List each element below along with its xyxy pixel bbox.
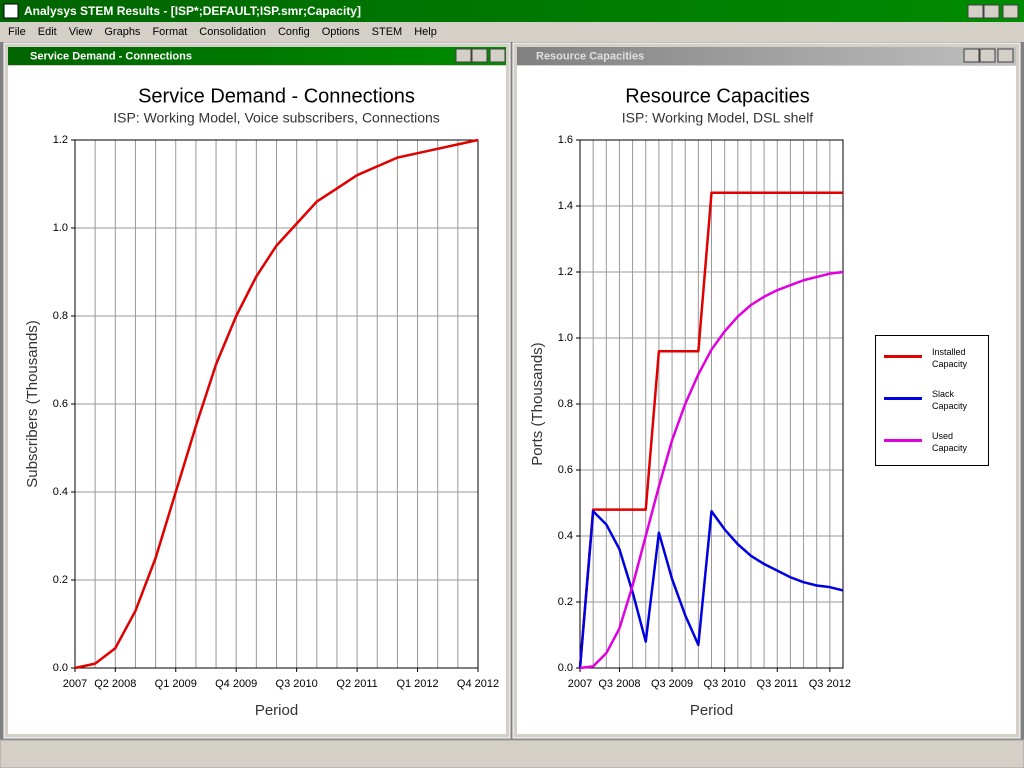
app-icon — [3, 3, 19, 19]
maximize-button[interactable] — [983, 4, 1000, 19]
menu-item[interactable]: Options — [322, 26, 360, 38]
menu-item[interactable]: Help — [414, 26, 437, 38]
x-tick-label: Q3 2011 — [757, 678, 798, 690]
y-tick-label: 1.2 — [558, 266, 573, 278]
close-button[interactable] — [489, 48, 506, 63]
x-tick-label: 2007 — [568, 678, 592, 690]
y-tick-label: 0.4 — [53, 486, 68, 498]
legend-label: Installed Capacity — [932, 347, 968, 369]
y-tick-label: 0.6 — [53, 398, 68, 410]
y-axis-label: Ports (Thousands) — [529, 342, 546, 465]
x-tick-label: Q2 2011 — [336, 678, 377, 690]
close-button[interactable] — [997, 48, 1014, 63]
x-tick-label: Q3 2009 — [651, 678, 693, 690]
x-axis-label: Period — [690, 702, 733, 719]
child-title-bar[interactable] — [517, 47, 1016, 65]
menu-bar: File Edit View Graphs Format Consolidation Con… — [8, 26, 437, 38]
y-tick-label: 0.8 — [53, 310, 68, 322]
line-series — [74, 138, 479, 670]
x-tick-label: Q4 2009 — [215, 678, 257, 690]
menu-item[interactable]: Consolidation — [199, 26, 266, 38]
line-series — [579, 270, 844, 670]
menu-item[interactable]: View — [69, 26, 93, 38]
child-buttons[interactable] — [455, 48, 1014, 63]
title-bar — [0, 0, 1024, 22]
legend-swatch — [884, 439, 922, 442]
x-tick-label: Q4 2012 — [457, 678, 499, 690]
y-tick-label: 0.2 — [558, 596, 573, 608]
minimize-button[interactable] — [967, 4, 984, 19]
y-tick-label: 0.4 — [558, 530, 573, 542]
window-title: Analysys STEM Results - [ISP*;DEFAULT;IS… — [24, 4, 361, 18]
plot-frame — [579, 139, 844, 669]
menu-item[interactable]: Config — [278, 26, 310, 38]
legend-item: Installed Capacity — [876, 344, 988, 374]
line-series — [578, 510, 844, 669]
x-tick-label: Q3 2012 — [809, 678, 851, 690]
menu-item[interactable]: Graphs — [104, 26, 141, 38]
y-tick-label: 0.0 — [53, 662, 68, 674]
y-tick-label: 1.0 — [53, 222, 68, 234]
y-tick-label: 1.2 — [53, 134, 68, 146]
x-tick-label: Q3 2010 — [276, 678, 318, 690]
window-buttons[interactable] — [967, 4, 1019, 19]
chart-title: Service Demand - Connections — [138, 85, 415, 107]
menu-item[interactable]: Edit — [38, 26, 57, 38]
y-tick-label: 1.4 — [558, 200, 573, 212]
chart-subtitle: ISP: Working Model, DSL shelf — [622, 110, 814, 126]
legend-swatch — [884, 397, 922, 400]
x-axis-label: Period — [255, 702, 298, 719]
chart-area — [8, 66, 506, 734]
maximize-button[interactable] — [979, 48, 996, 63]
maximize-button[interactable] — [471, 48, 488, 63]
x-tick-label: Q2 2008 — [94, 678, 136, 690]
legend-label: Used Capacity — [932, 431, 968, 453]
x-tick-label: Q3 2008 — [598, 678, 640, 690]
close-button[interactable] — [1002, 4, 1019, 19]
y-tick-label: 0.8 — [558, 398, 573, 410]
menu-item[interactable]: STEM — [372, 26, 403, 38]
y-tick-label: 0.6 — [558, 464, 573, 476]
child-title: Service Demand - Connections — [30, 50, 192, 62]
status-bar — [0, 739, 1024, 768]
plot-frame — [74, 139, 479, 669]
line-series — [578, 191, 843, 669]
menu-item[interactable]: File — [8, 26, 26, 38]
y-tick-label: 0.2 — [53, 574, 68, 586]
chart-subtitle: ISP: Working Model, Voice subscribers, C… — [113, 110, 440, 126]
child-title: Resource Capacities — [536, 50, 644, 62]
x-tick-label: Q3 2010 — [704, 678, 746, 690]
y-tick-label: 0.0 — [558, 662, 573, 674]
legend: Installed Capacity Slack Capacity Used Cap… — [875, 335, 989, 466]
x-tick-label: Q1 2009 — [155, 678, 197, 690]
legend-item: Slack Capacity — [876, 386, 988, 416]
minimize-button[interactable] — [963, 48, 980, 63]
chart-title: Resource Capacities — [625, 85, 810, 107]
menu-item[interactable]: Format — [152, 26, 187, 38]
minimize-button[interactable] — [455, 48, 472, 63]
y-tick-label: 1.0 — [558, 332, 573, 344]
legend-item: Used Capacity — [876, 428, 988, 458]
child-title-bar[interactable] — [8, 47, 506, 65]
y-axis-label: Subscribers (Thousands) — [24, 320, 41, 488]
x-tick-label: 2007 — [63, 678, 87, 690]
x-tick-label: Q1 2012 — [396, 678, 438, 690]
legend-label: Slack Capacity — [932, 389, 968, 411]
y-tick-label: 1.6 — [558, 134, 573, 146]
legend-swatch — [884, 355, 922, 358]
